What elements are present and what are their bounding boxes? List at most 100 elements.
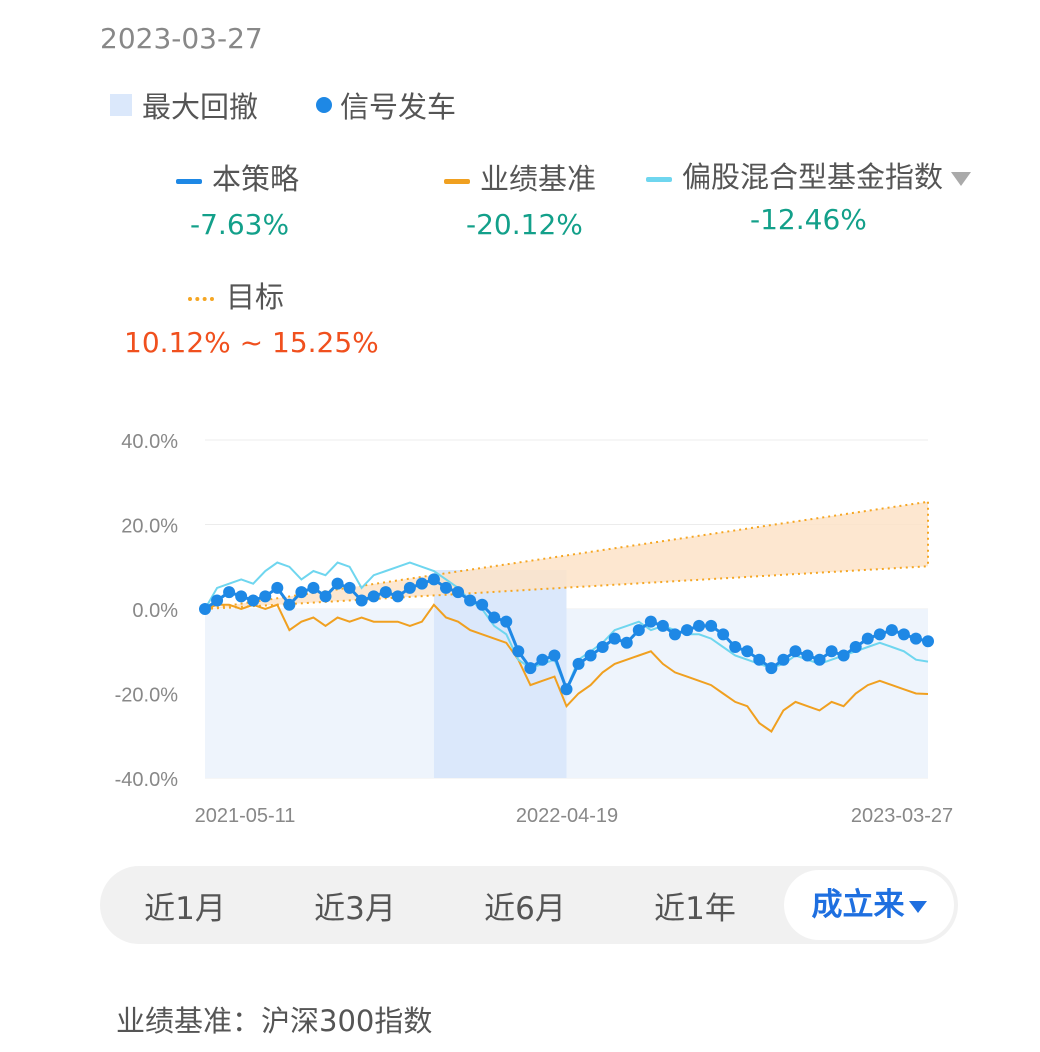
benchmark-note: 业绩基准：沪深300指数: [116, 1004, 433, 1038]
signal-dot: [536, 653, 549, 666]
signal-dot: [223, 586, 236, 599]
signal-dot: [548, 649, 561, 662]
target-band: [205, 501, 928, 609]
y-axis-labels: 40.0% 20.0% 0.0% -20.0% -40.0%: [115, 431, 179, 791]
signal-dot: [283, 598, 296, 611]
y-tick-label: 20.0%: [121, 516, 178, 538]
legend-benchmark[interactable]: 业绩基准: [444, 156, 596, 198]
signal-dot: [572, 657, 585, 670]
signal-dot: [464, 594, 477, 607]
signal-dot: [211, 594, 224, 607]
target-value: 10.12% ~ 15.25%: [124, 326, 379, 359]
signal-dot: [741, 645, 754, 658]
x-tick-label: 2022-04-19: [516, 805, 618, 827]
series-line-1: [204, 603, 929, 733]
signal-dot: [476, 598, 489, 611]
tab-1year[interactable]: 近1年: [654, 890, 736, 927]
signal-dot: [753, 653, 766, 666]
signal-dot: [813, 653, 826, 666]
y-tick-label: 40.0%: [121, 431, 178, 453]
signal-dot: [668, 628, 681, 641]
signal-dot: [259, 590, 272, 603]
signal-dot: [488, 611, 501, 624]
signal-dot: [295, 586, 308, 599]
signal-dot: [789, 645, 802, 658]
signal-dot: [584, 649, 597, 662]
y-tick-label: -40.0%: [115, 769, 179, 791]
signal-dot: [560, 683, 573, 696]
signal-dot: [825, 645, 838, 658]
signal-dot: [379, 586, 392, 599]
fund-index-value: -12.46%: [750, 203, 867, 236]
signal-dot: [271, 581, 284, 594]
signal-dot: [849, 641, 862, 654]
tab-1month[interactable]: 近1月: [144, 890, 226, 927]
x-axis-labels: 2021-05-11 2022-04-19 2023-03-27: [195, 805, 954, 827]
signal-dot: [717, 628, 730, 641]
signal-dot: [452, 586, 465, 599]
signal-dot: [403, 581, 416, 594]
signal-dot: [247, 594, 260, 607]
signal-dot: [861, 632, 874, 645]
caret-down-icon: [908, 900, 927, 913]
signal-dot: [705, 619, 718, 632]
legend-strategy[interactable]: 本策略: [176, 156, 299, 198]
benchmark-value: -20.12%: [466, 208, 583, 241]
signal-dot: [331, 577, 344, 590]
signal-dots: [199, 573, 934, 696]
x-tick-label: 2023-03-27: [851, 805, 953, 827]
tab-6month[interactable]: 近6月: [484, 890, 566, 927]
signal-dot: [885, 624, 898, 637]
signal-dot: [367, 590, 380, 603]
x-tick-label: 2021-05-11: [195, 805, 296, 827]
benchmark-line-icon: [444, 178, 470, 184]
legend-target[interactable]: 目标: [188, 274, 284, 316]
signal-dot: [909, 632, 922, 645]
signal-dot: [801, 649, 814, 662]
signal-dot: [415, 577, 428, 590]
signal-dot: [765, 662, 778, 675]
drawdown-swatch: [110, 94, 132, 116]
signal-dot: [632, 624, 645, 637]
y-tick-label: 0.0%: [132, 600, 178, 622]
signal-dot: [644, 615, 657, 628]
signal-dot-icon: [316, 97, 333, 113]
signal-dot: [524, 662, 537, 675]
strategy-line-icon: [176, 178, 202, 184]
signal-dot: [729, 641, 742, 654]
period-tabs: 近1月 近3月 近6月 近1年 成立来: [100, 866, 958, 944]
signal-dot: [500, 615, 513, 628]
signal-dot: [319, 590, 332, 603]
signal-dot: [391, 590, 404, 603]
signal-dot: [656, 619, 669, 632]
signal-dot: [777, 653, 790, 666]
signal-dot: [355, 594, 368, 607]
signal-dot: [620, 636, 633, 649]
signal-dot: [681, 624, 693, 637]
dropdown-triangle-icon[interactable]: [951, 172, 972, 186]
drawdown-legend-label: 最大回撤: [142, 90, 259, 124]
y-tick-label: -20.0%: [115, 685, 179, 707]
signal-dot: [199, 603, 211, 615]
max-drawdown-highlight: [433, 570, 567, 778]
signal-dot: [873, 628, 886, 641]
signal-dot: [427, 573, 440, 586]
strategy-value: -7.63%: [190, 208, 290, 241]
fund-index-line-icon: [646, 176, 672, 182]
performance-chart[interactable]: 40.0%20.0%0.0%-20.0%-40.0% 2021-05-11 202…: [0, 400, 1040, 840]
tab-since-inception[interactable]: 成立来: [784, 870, 954, 940]
signal-dot: [922, 635, 934, 648]
legend-fund-index[interactable]: 偏股混合型基金指数: [646, 154, 972, 196]
signal-legend-label: 信号发车: [340, 90, 457, 124]
date-label: 2023-03-27: [100, 22, 263, 55]
signal-dot: [343, 581, 356, 594]
target-dotted-icon: [188, 297, 214, 301]
signal-dot: [608, 632, 621, 645]
signal-dot: [596, 641, 609, 654]
top-legend: 最大回撤 信号发车: [110, 84, 456, 126]
signal-dot: [307, 581, 320, 594]
tab-3month[interactable]: 近3月: [314, 890, 396, 927]
signal-dot: [512, 645, 525, 658]
signal-dot: [235, 590, 248, 603]
signal-dot: [693, 619, 706, 632]
